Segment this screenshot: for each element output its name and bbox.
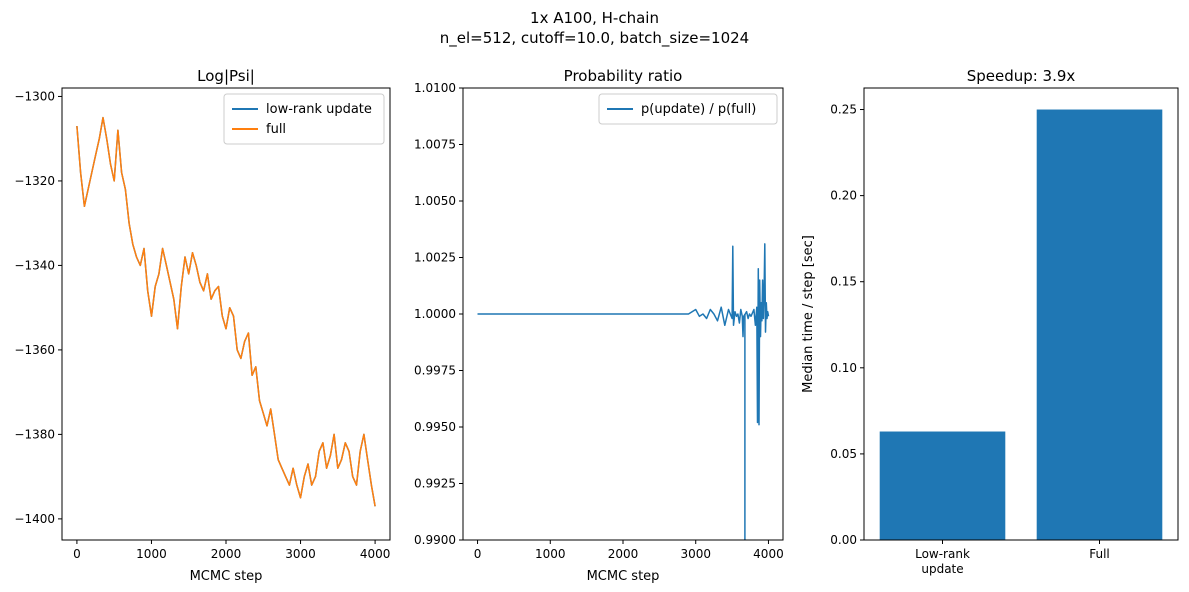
y-tick-label: 1.0075 — [414, 138, 456, 152]
y-tick-label: 0.15 — [830, 275, 857, 289]
legend-box — [598, 93, 778, 125]
y-axis-label: Median time / step [sec] — [801, 235, 816, 393]
y-tick-label: −1320 — [14, 174, 55, 188]
y-tick-label: 0.25 — [830, 103, 857, 117]
y-tick-label: −1300 — [14, 89, 55, 103]
plot-frame — [863, 87, 1179, 541]
y-tick-label: 1.0000 — [414, 307, 456, 321]
probability-ratio-chart: Probability ratio 0 1000 2000 3000 4000 MCMC s… — [414, 67, 784, 584]
y-tick-label: 0.9925 — [414, 477, 456, 491]
legend-box — [223, 93, 385, 145]
chart-title: Speedup: 3.9x — [967, 67, 1076, 85]
x-axis-label: MCMC step — [190, 569, 263, 584]
y-tick-label: 0.10 — [830, 361, 857, 375]
x-tick-label: Full — [1089, 547, 1110, 561]
y-tick-label: 1.0100 — [414, 81, 456, 95]
y-tick-label: 1.0050 — [414, 194, 456, 208]
logpsi-chart: Log|Psi| 0 1000 2000 3000 4000 MCMC step −1300 −… — [14, 67, 391, 584]
y-tick-label: −1340 — [14, 258, 55, 272]
x-tick-label: 3000 — [680, 547, 711, 561]
legend-label: full — [266, 122, 286, 137]
legend-label: p(update) / p(full) — [641, 102, 756, 117]
y-tick-label: 0.9950 — [414, 420, 456, 434]
x-tick-label: Low-rank — [915, 547, 970, 561]
x-tick-label: 4000 — [360, 547, 391, 561]
legend-label: low-rank update — [266, 102, 372, 117]
x-tick-label: 1000 — [535, 547, 566, 561]
figure-suptitle: 1x A100, H-chain n_el=512, cutoff=10.0, … — [0, 8, 1189, 48]
y-tick-label: 0.05 — [830, 447, 857, 461]
x-tick-label: update — [921, 562, 963, 576]
x-tick-label: 0 — [474, 547, 482, 561]
chart-title: Log|Psi| — [197, 67, 255, 85]
series-line-ratio — [477, 243, 770, 426]
suptitle-line-1: 1x A100, H-chain — [530, 9, 659, 27]
bar — [879, 431, 1006, 540]
y-tick-label: 0.00 — [830, 533, 857, 547]
x-tick-label: 4000 — [753, 547, 784, 561]
x-tick-label: 0 — [73, 547, 81, 561]
y-tick-label: 0.9900 — [414, 533, 456, 547]
x-tick-label: 2000 — [608, 547, 639, 561]
y-tick-label: 0.9975 — [414, 364, 456, 378]
y-tick-label: −1400 — [14, 512, 55, 526]
bar — [1036, 109, 1163, 541]
x-tick-label: 1000 — [136, 547, 167, 561]
x-axis-label: MCMC step — [587, 569, 660, 584]
x-tick-label: 2000 — [211, 547, 242, 561]
y-tick-label: 1.0025 — [414, 251, 456, 265]
plot-frame — [61, 87, 391, 541]
y-tick-label: 0.20 — [830, 189, 857, 203]
series-line-full — [76, 116, 376, 507]
chart-title: Probability ratio — [564, 67, 683, 85]
x-tick-label: 3000 — [285, 547, 316, 561]
y-tick-label: −1360 — [14, 343, 55, 357]
plot-area — [477, 243, 770, 540]
suptitle-line-2: n_el=512, cutoff=10.0, batch_size=1024 — [439, 29, 750, 47]
y-tick-label: −1380 — [14, 427, 55, 441]
